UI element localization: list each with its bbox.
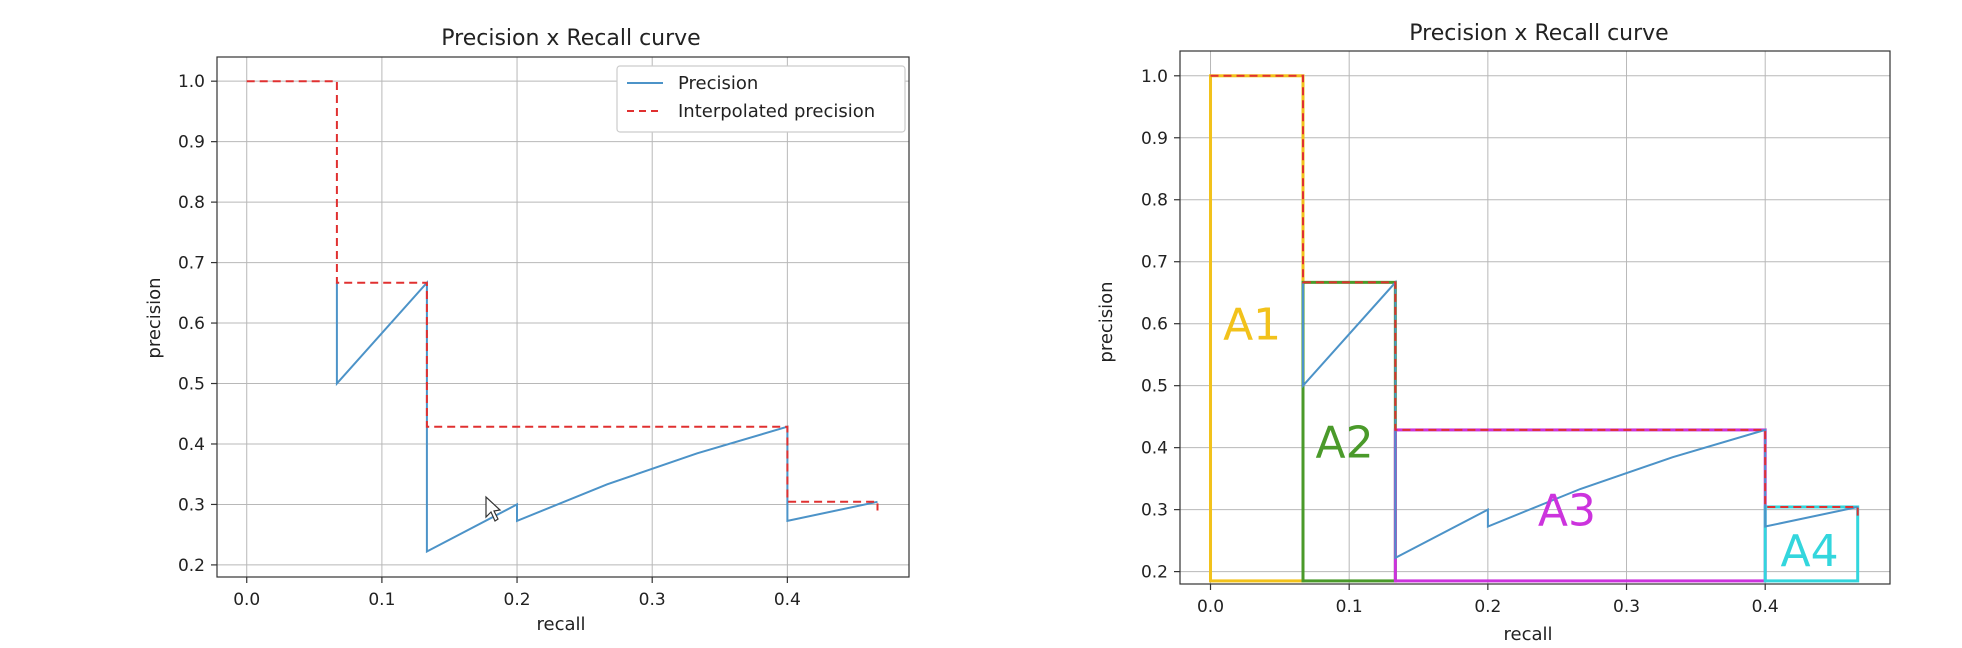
legend-interpolated-label: Interpolated precision xyxy=(678,101,875,122)
right-x-axis-label: recall xyxy=(1503,624,1552,645)
right-x-tick-label: 0.2 xyxy=(1474,597,1501,617)
right-y-tick-label: 0.4 xyxy=(1141,439,1168,459)
left-chart: Precision x Recall curve recall precisio… xyxy=(144,26,910,635)
left-y-tick-label: 0.2 xyxy=(178,556,205,576)
left-plot-area xyxy=(217,57,909,577)
right-x-tick-label: 0.4 xyxy=(1752,597,1779,617)
left-chart-title: Precision x Recall curve xyxy=(441,26,700,51)
area-a3-label: A3 xyxy=(1538,486,1596,537)
left-y-tick-label: 0.4 xyxy=(178,435,205,455)
area-a2-label: A2 xyxy=(1316,417,1374,468)
left-x-tick-label: 0.3 xyxy=(639,590,666,610)
left-x-axis-label: recall xyxy=(536,614,585,635)
area-a4-label: A4 xyxy=(1781,526,1839,577)
right-y-tick-label: 0.2 xyxy=(1141,563,1168,583)
right-interpolated-precision-line xyxy=(1210,74,1859,516)
left-x-tick-label: 0.0 xyxy=(233,590,260,610)
right-chart: Precision x Recall curve recall precisio… xyxy=(1096,21,1891,645)
mouse-cursor-icon xyxy=(485,495,502,522)
legend-box xyxy=(616,65,906,133)
area-a1-label: A1 xyxy=(1223,300,1281,351)
left-legend: Precision Interpolated precision xyxy=(616,65,906,133)
right-plot-frame xyxy=(1179,50,1891,585)
left-x-tick-label: 0.2 xyxy=(504,590,531,610)
right-x-tick-label: 0.1 xyxy=(1336,597,1363,617)
left-y-tick-label: 0.6 xyxy=(178,314,205,334)
left-y-tick-label: 0.3 xyxy=(178,495,205,515)
left-y-tick-label: 1.0 xyxy=(178,72,205,92)
right-y-tick-label: 0.5 xyxy=(1141,377,1168,397)
left-x-tick-label: 0.4 xyxy=(774,590,801,610)
left-y-axis-label: precision xyxy=(144,277,165,358)
left-x-tick-label: 0.1 xyxy=(368,590,395,610)
right-y-tick-label: 0.8 xyxy=(1141,191,1168,211)
left-y-tick-label: 0.9 xyxy=(178,133,205,153)
legend-precision-label: Precision xyxy=(678,73,758,94)
right-y-tick-label: 0.7 xyxy=(1141,253,1168,273)
right-chart-title: Precision x Recall curve xyxy=(1409,21,1668,46)
left-interpolated-precision-line xyxy=(246,80,879,511)
right-plot-area xyxy=(1180,51,1890,584)
left-plot-frame xyxy=(216,56,910,578)
left-y-tick-label: 0.8 xyxy=(178,193,205,213)
right-x-tick-label: 0.3 xyxy=(1613,597,1640,617)
right-y-tick-label: 1.0 xyxy=(1141,67,1168,87)
right-y-axis-label: precision xyxy=(1096,281,1117,362)
right-y-tick-label: 0.3 xyxy=(1141,501,1168,521)
right-y-tick-label: 0.9 xyxy=(1141,129,1168,149)
left-y-tick-label: 0.5 xyxy=(178,375,205,395)
right-x-tick-label: 0.0 xyxy=(1197,597,1224,617)
right-y-tick-label: 0.6 xyxy=(1141,315,1168,335)
left-y-tick-label: 0.7 xyxy=(178,254,205,274)
